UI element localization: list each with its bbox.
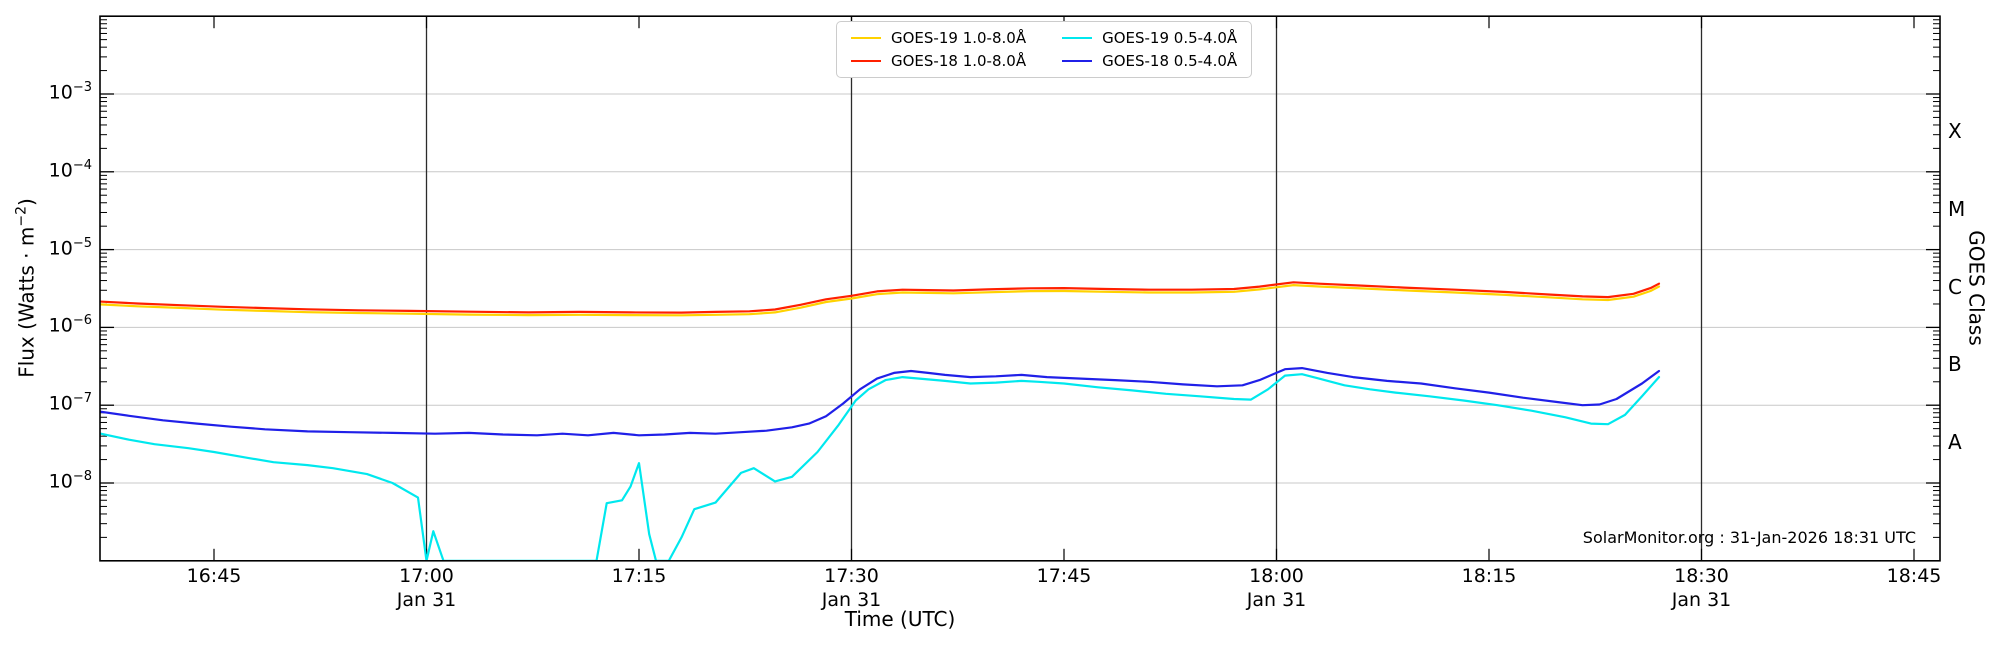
legend-label: GOES-18 0.5-4.0Å bbox=[1102, 52, 1238, 70]
y-tick-label: 10−4 bbox=[48, 157, 92, 182]
goes19-short-line bbox=[100, 373, 1661, 561]
legend-label: GOES-19 1.0-8.0Å bbox=[891, 29, 1027, 47]
y-tick-label: 10−6 bbox=[48, 313, 92, 337]
x-tick-date-label: Jan 31 bbox=[1671, 589, 1732, 611]
goes-class-label: B bbox=[1948, 352, 1962, 377]
goes19-short-swatch-icon bbox=[1062, 37, 1093, 39]
x-tick-label: 16:45 bbox=[186, 565, 242, 587]
x-tick-label: 18:30 bbox=[1674, 565, 1729, 587]
legend-item-goes18-long: GOES-18 1.0-8.0Å bbox=[851, 52, 1026, 70]
legend-label: GOES-19 0.5-4.0Å bbox=[1102, 29, 1238, 47]
goes18-short-swatch-icon bbox=[1062, 60, 1093, 62]
x-tick-label: 18:45 bbox=[1886, 565, 1942, 587]
x-tick-label: 18:15 bbox=[1461, 565, 1517, 587]
goes18-long-line bbox=[100, 281, 1661, 314]
x-tick-date-label: Jan 31 bbox=[1246, 589, 1307, 611]
legend-item-goes19-short: GOES-19 0.5-4.0Å bbox=[1062, 29, 1237, 47]
plot-border bbox=[99, 15, 1941, 562]
y-tick-label: 10−5 bbox=[48, 235, 92, 259]
x-tick-date-label: Jan 31 bbox=[396, 589, 457, 611]
legend-item-goes18-short: GOES-18 0.5-4.0Å bbox=[1062, 52, 1237, 70]
x-tick-label: 17:30 bbox=[824, 565, 879, 587]
goes-class-label: M bbox=[1948, 196, 1966, 221]
legend-item-goes19-long: GOES-19 1.0-8.0Å bbox=[851, 29, 1026, 47]
goes18-short-line bbox=[100, 367, 1661, 437]
goes19-long-line bbox=[100, 284, 1661, 317]
legend-label: GOES-18 1.0-8.0Å bbox=[891, 52, 1027, 70]
x-tick-date-label: Jan 31 bbox=[821, 589, 882, 611]
goes19-long-swatch-icon bbox=[851, 37, 881, 39]
right-axis-title: GOES Class bbox=[1964, 230, 1989, 346]
goes-class-label: C bbox=[1948, 274, 1962, 299]
goes18-long-swatch-icon bbox=[851, 60, 881, 62]
goes-class-label: A bbox=[1948, 430, 1962, 455]
watermark-text: SolarMonitor.org : 31-Jan-2026 18:31 UTC bbox=[1582, 528, 1916, 547]
legend: GOES-19 1.0-8.0Å GOES-19 0.5-4.0Å GOES-1… bbox=[836, 21, 1253, 78]
y-tick-label: 10−8 bbox=[48, 469, 92, 493]
x-tick-label: 17:45 bbox=[1036, 565, 1092, 587]
x-tick-label: 18:00 bbox=[1249, 565, 1304, 587]
x-tick-label: 17:15 bbox=[611, 565, 667, 587]
goes-class-label: X bbox=[1948, 118, 1962, 143]
x-tick-label: 17:00 bbox=[399, 565, 454, 587]
y-axis-title: Flux (Watts · m−2) bbox=[13, 198, 39, 378]
x-axis-title: Time (UTC) bbox=[844, 607, 956, 631]
y-tick-label: 10−3 bbox=[48, 80, 92, 104]
y-tick-label: 10−7 bbox=[48, 391, 92, 415]
